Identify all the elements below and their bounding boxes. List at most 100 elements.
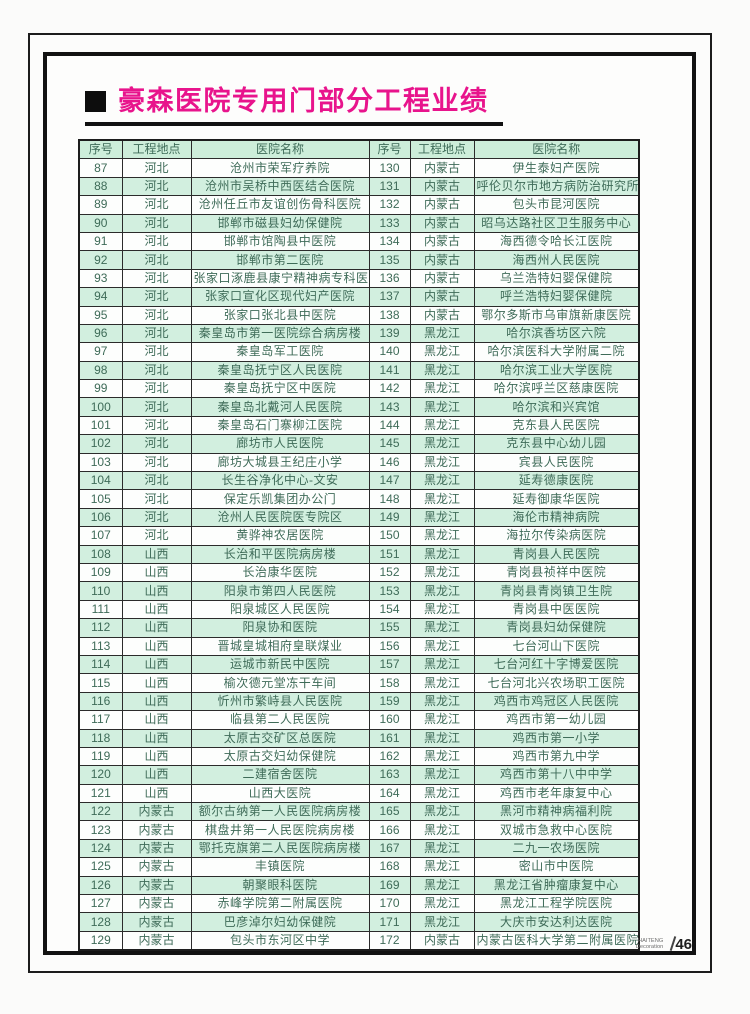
cell-location-right: 内蒙古: [409, 287, 475, 307]
cell-hospital-right: 呼伦贝尔市地方病防治研究所: [473, 176, 640, 197]
cell-location-right: 黑龙江: [409, 636, 475, 656]
cell-location-right: 黑龙江: [409, 728, 475, 748]
table-row: 98 河北 秦皇岛抚宁区人民医院 141 黑龙江 哈尔滨工业大学医院: [78, 360, 640, 381]
cell-location-right: 内蒙古: [409, 231, 475, 252]
cell-location-left: 山西: [121, 654, 192, 675]
cell-location-left: 山西: [121, 673, 192, 693]
table-row: 120 山西 二建宿舍医院 163 黑龙江 鸡西市第十八中中学: [78, 765, 640, 785]
cell-hospital-right: 鄂尔多斯市乌审旗新康医院: [473, 305, 640, 325]
table-row: 126 内蒙古 朝聚眼科医院 169 黑龙江 黑龙江省肿瘤康复中心: [78, 875, 640, 896]
cell-hospital-left: 太原古交矿区总医院: [190, 728, 370, 748]
title-block: 豪森医院专用门部分工程业绩: [85, 88, 503, 126]
cell-location-right: 黑龙江: [409, 857, 475, 877]
cell-index-right: 141: [368, 360, 411, 381]
cell-hospital-right: 青岗县祯祥中医院: [473, 562, 640, 583]
cell-hospital-right: 宾县人民医院: [473, 452, 640, 473]
cell-location-right: 黑龙江: [409, 471, 475, 491]
cell-hospital-left: 邯郸市馆陶县中医院: [190, 231, 370, 252]
cell-hospital-left: 临县第二人民医院: [190, 710, 370, 730]
cell-index-right: 134: [368, 231, 411, 252]
cell-location-left: 山西: [121, 746, 192, 767]
cell-hospital-left: 张家口张北县中医院: [190, 305, 370, 325]
cell-hospital-left: 太原古交妇幼保健院: [190, 746, 370, 767]
cell-hospital-right: 海拉尔传染病医院: [473, 526, 640, 546]
cell-index-left: 128: [78, 912, 123, 932]
table-row: 124 内蒙古 鄂托克旗第二人民医院病房楼 167 黑龙江 二九一农场医院: [78, 838, 640, 859]
table-row: 121 山西 山西大医院 164 黑龙江 鸡西市老年康复中心: [78, 783, 640, 804]
header-row: 序号 工程地点 医院名称 序号 工程地点 医院名称: [78, 139, 640, 160]
cell-location-right: 黑龙江: [409, 323, 475, 344]
cell-hospital-left: 邯郸市磁县妇幼保健院: [190, 213, 370, 233]
cell-location-right: 黑龙江: [409, 618, 475, 638]
cell-hospital-left: 秦皇岛抚宁区人民医院: [190, 360, 370, 381]
cell-hospital-right: 延寿御康华医院: [473, 489, 640, 509]
table-row: 107 河北 黄骅神农居医院 150 黑龙江 海拉尔传染病医院: [78, 526, 640, 546]
brand-line1: HAITENG: [638, 938, 664, 944]
cell-index-right: 159: [368, 691, 411, 712]
cell-index-left: 117: [78, 710, 123, 730]
cell-location-left: 河北: [121, 360, 192, 381]
cell-location-right: 黑龙江: [409, 379, 475, 399]
cell-hospital-right: 黑龙江工程学院医院: [473, 894, 640, 914]
page-title: 豪森医院专用门部分工程业绩: [118, 86, 489, 116]
cell-hospital-left: 晋城皇城相府皇联煤业: [190, 636, 370, 656]
cell-hospital-left: 长治和平医院病房楼: [190, 544, 370, 564]
table-row: 87 河北 沧州市荣军疗养院 130 内蒙古 伊生泰妇产医院: [78, 158, 640, 178]
cell-location-right: 内蒙古: [409, 250, 475, 270]
cell-location-left: 山西: [121, 636, 192, 656]
column-header: 医院名称: [190, 139, 370, 160]
cell-location-right: 内蒙古: [409, 213, 475, 233]
table-row: 127 内蒙古 赤峰学院第二附属医院 170 黑龙江 黑龙江工程学院医院: [78, 894, 640, 914]
cell-index-left: 98: [78, 360, 123, 381]
slash-mark-icon: [665, 936, 675, 952]
cell-hospital-left: 阳泉协和医院: [190, 618, 370, 638]
cell-index-left: 112: [78, 618, 123, 638]
cell-index-left: 129: [78, 930, 123, 951]
cell-hospital-left: 邯郸市第二医院: [190, 250, 370, 270]
cell-location-left: 河北: [121, 507, 192, 528]
cell-hospital-right: 黑河市精神病福利院: [473, 802, 640, 822]
cell-hospital-left: 沧州市吴桥中西医结合医院: [190, 176, 370, 197]
cell-location-left: 山西: [121, 618, 192, 638]
table-row: 104 河北 长生谷净化中心-文安 147 黑龙江 延寿德康医院: [78, 471, 640, 491]
cell-index-left: 106: [78, 507, 123, 528]
cell-location-right: 内蒙古: [409, 930, 475, 951]
cell-hospital-right: 哈尔滨香坊区六院: [473, 323, 640, 344]
table-row: 108 山西 长治和平医院病房楼 151 黑龙江 青岗县人民医院: [78, 544, 640, 564]
cell-index-right: 160: [368, 710, 411, 730]
cell-index-left: 91: [78, 231, 123, 252]
cell-index-right: 155: [368, 618, 411, 638]
cell-location-left: 山西: [121, 783, 192, 804]
cell-hospital-left: 阳泉城区人民医院: [190, 599, 370, 620]
cell-index-left: 118: [78, 728, 123, 748]
table-row: 89 河北 沧州任丘市友谊创伤骨科医院 132 内蒙古 包头市昆河医院: [78, 195, 640, 215]
cell-index-right: 143: [368, 397, 411, 417]
cell-index-left: 111: [78, 599, 123, 620]
cell-index-left: 123: [78, 820, 123, 840]
cell-hospital-right: 海西州人民医院: [473, 250, 640, 270]
cell-hospital-right: 内蒙古医科大学第二附属医院: [473, 930, 640, 951]
cell-index-left: 95: [78, 305, 123, 325]
square-bullet-icon: [85, 91, 106, 112]
cell-location-left: 河北: [121, 268, 192, 289]
cell-hospital-left: 沧州市荣军疗养院: [190, 158, 370, 178]
cell-hospital-right: 克东县人民医院: [473, 415, 640, 436]
cell-index-left: 109: [78, 562, 123, 583]
column-header: 序号: [368, 139, 411, 160]
table-row: 92 河北 邯郸市第二医院 135 内蒙古 海西州人民医院: [78, 250, 640, 270]
cell-location-left: 山西: [121, 599, 192, 620]
cell-index-left: 121: [78, 783, 123, 804]
cell-index-left: 110: [78, 581, 123, 601]
cell-hospital-left: 巴彦淖尔妇幼保健院: [190, 912, 370, 932]
cell-location-left: 山西: [121, 710, 192, 730]
cell-location-left: 河北: [121, 471, 192, 491]
cell-hospital-left: 赤峰学院第二附属医院: [190, 894, 370, 914]
cell-index-right: 148: [368, 489, 411, 509]
cell-index-left: 108: [78, 544, 123, 564]
cell-location-left: 河北: [121, 489, 192, 509]
footer-brand-mark: HAITENG Decoration 46: [628, 934, 692, 954]
cell-location-left: 山西: [121, 562, 192, 583]
cell-index-right: 137: [368, 287, 411, 307]
cell-location-right: 黑龙江: [409, 415, 475, 436]
table-row: 103 河北 廊坊大城县王纪庄小学 146 黑龙江 宾县人民医院: [78, 452, 640, 473]
